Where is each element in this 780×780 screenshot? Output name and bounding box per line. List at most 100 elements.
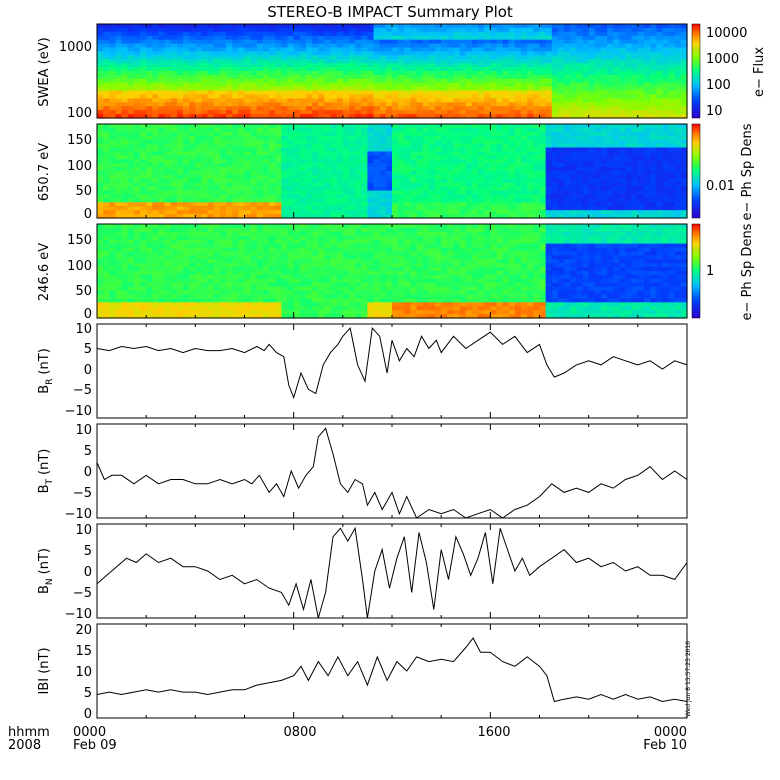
spectrogram-cell [109, 282, 117, 288]
spectrogram-cell [367, 155, 375, 160]
spectrogram-cell [183, 227, 190, 233]
spectrogram-cell [115, 314, 123, 319]
spectrogram-cell [637, 182, 645, 188]
spectrogram-cell [189, 24, 196, 29]
spectrogram-cell [207, 78, 215, 84]
spectrogram-cell [244, 139, 252, 145]
spectrogram-cell [582, 182, 590, 188]
spectrogram-cell [250, 39, 258, 45]
spectrogram-cell [201, 71, 209, 76]
spectrogram-cell [330, 124, 338, 129]
spectrogram-cell [361, 78, 369, 84]
spectrogram-cell [385, 202, 393, 207]
spectrogram-cell [656, 163, 664, 168]
spectrogram-cell [367, 127, 375, 133]
spectrogram-cell [115, 298, 123, 303]
spectrogram-cell [545, 27, 553, 33]
spectrogram-cell [588, 78, 596, 84]
spectrogram-cell [527, 210, 534, 215]
spectrogram-cell [140, 31, 147, 37]
spectrogram-cell [588, 63, 596, 68]
spectrogram-cell [379, 163, 387, 168]
spectrogram-cell [250, 127, 258, 133]
spectrogram-cell [576, 78, 584, 84]
spectrogram-cell [293, 202, 301, 207]
spectrogram-cell [594, 155, 602, 160]
spectrogram-cell [422, 71, 430, 76]
spectrogram-cell [152, 90, 160, 96]
spectrogram-cell [539, 102, 547, 107]
spectrogram-cell [330, 163, 338, 168]
spectrogram-cell [330, 178, 338, 184]
spectrogram-cell [164, 190, 172, 196]
spectrogram-cell [348, 171, 356, 176]
spectrogram-cell [490, 174, 498, 180]
spectrogram-cell [662, 178, 670, 184]
spectrogram-cell [219, 139, 227, 145]
spectrogram-cell [256, 124, 264, 129]
spectrogram-cell [146, 27, 153, 33]
spectrogram-cell [478, 35, 485, 41]
spectrogram-cell [453, 78, 461, 84]
spectrogram-cell [127, 39, 135, 45]
spectrogram-cell [109, 186, 117, 192]
spectrogram-cell [533, 202, 541, 207]
spectrogram-cell [508, 198, 516, 203]
spectrogram-cell [588, 159, 596, 164]
spectrogram-cell [521, 59, 528, 64]
spectrogram-cell [355, 55, 362, 60]
spectrogram-cell [281, 94, 289, 100]
spectrogram-cell [164, 271, 172, 276]
spectrogram-cell [490, 47, 498, 53]
spectrogram-cell [299, 178, 307, 184]
spectrogram-cell [140, 271, 147, 276]
spectrogram-cell [127, 286, 135, 292]
spectrogram-cell [121, 210, 129, 215]
spectrogram-cell [490, 43, 498, 49]
spectrogram-cell [244, 198, 252, 203]
spectrogram-cell [275, 39, 282, 45]
spectrogram-cell [392, 39, 399, 45]
spectrogram-cell [551, 114, 559, 119]
spectrogram-cell [164, 202, 172, 207]
spectrogram-cell [133, 135, 141, 141]
spectrogram-cell [140, 259, 147, 264]
spectrogram-cell [164, 247, 172, 253]
spectrogram-cell [600, 51, 608, 56]
spectrogram-cell [140, 167, 147, 172]
spectrogram-cell [607, 163, 614, 168]
spectrogram-cell [398, 151, 405, 156]
spectrogram-cell [97, 124, 104, 129]
spectrogram-cell [465, 82, 473, 88]
spectrogram-cell [348, 71, 356, 76]
spectrogram-cell [656, 131, 664, 137]
spectrogram-cell [496, 190, 504, 196]
spectrogram-cell [121, 135, 129, 141]
spectrogram-cell [619, 82, 627, 88]
spectrogram-cell [97, 27, 104, 33]
spectrogram-cell [164, 98, 172, 103]
spectrogram-cell [183, 235, 190, 241]
spectrogram-cell [441, 94, 448, 100]
spectrogram-cell [189, 43, 196, 49]
spectrogram-cell [643, 147, 651, 153]
spectrogram-cell [140, 47, 147, 53]
spectrogram-cell [121, 78, 129, 84]
spectrogram-cell [576, 151, 584, 156]
spectrogram-cell [213, 24, 221, 29]
spectrogram-cell [576, 206, 584, 211]
spectrogram-cell [410, 102, 418, 107]
spectrogram-cell [342, 98, 350, 103]
spectrogram-cell [557, 151, 565, 156]
spectrogram-cell [176, 302, 184, 307]
spectrogram-cell [471, 74, 479, 80]
spectrogram-cell [484, 59, 491, 64]
spectrogram-cell [324, 47, 332, 53]
spectrogram-cell [379, 47, 387, 53]
spectrogram-cell [152, 43, 160, 49]
spectrogram-cell [342, 74, 350, 80]
spectrogram-cell [576, 178, 584, 184]
spectrogram-cell [496, 102, 504, 107]
spectrogram-cell [312, 47, 319, 53]
spectrogram-cell [594, 114, 602, 119]
